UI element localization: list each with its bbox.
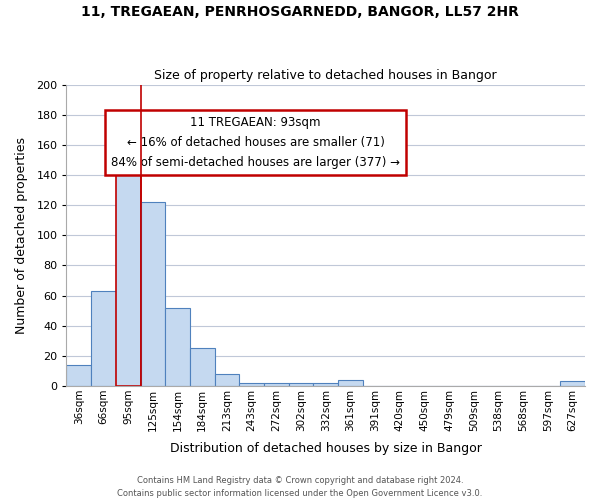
Bar bbox=[140, 202, 165, 386]
Bar bbox=[289, 383, 313, 386]
Bar bbox=[264, 383, 289, 386]
Bar bbox=[116, 156, 140, 386]
X-axis label: Distribution of detached houses by size in Bangor: Distribution of detached houses by size … bbox=[170, 442, 482, 455]
Bar bbox=[338, 380, 363, 386]
Bar bbox=[165, 308, 190, 386]
Text: 11 TREGAEAN: 93sqm
← 16% of detached houses are smaller (71)
84% of semi-detache: 11 TREGAEAN: 93sqm ← 16% of detached hou… bbox=[111, 116, 400, 169]
Y-axis label: Number of detached properties: Number of detached properties bbox=[15, 137, 28, 334]
Bar bbox=[560, 382, 585, 386]
Text: 11, TREGAEAN, PENRHOSGARNEDD, BANGOR, LL57 2HR: 11, TREGAEAN, PENRHOSGARNEDD, BANGOR, LL… bbox=[81, 5, 519, 19]
Bar bbox=[67, 365, 91, 386]
Text: Contains HM Land Registry data © Crown copyright and database right 2024.
Contai: Contains HM Land Registry data © Crown c… bbox=[118, 476, 482, 498]
Bar bbox=[239, 383, 264, 386]
Bar bbox=[215, 374, 239, 386]
Bar bbox=[313, 383, 338, 386]
Title: Size of property relative to detached houses in Bangor: Size of property relative to detached ho… bbox=[154, 69, 497, 82]
Bar bbox=[190, 348, 215, 386]
Bar bbox=[91, 291, 116, 386]
